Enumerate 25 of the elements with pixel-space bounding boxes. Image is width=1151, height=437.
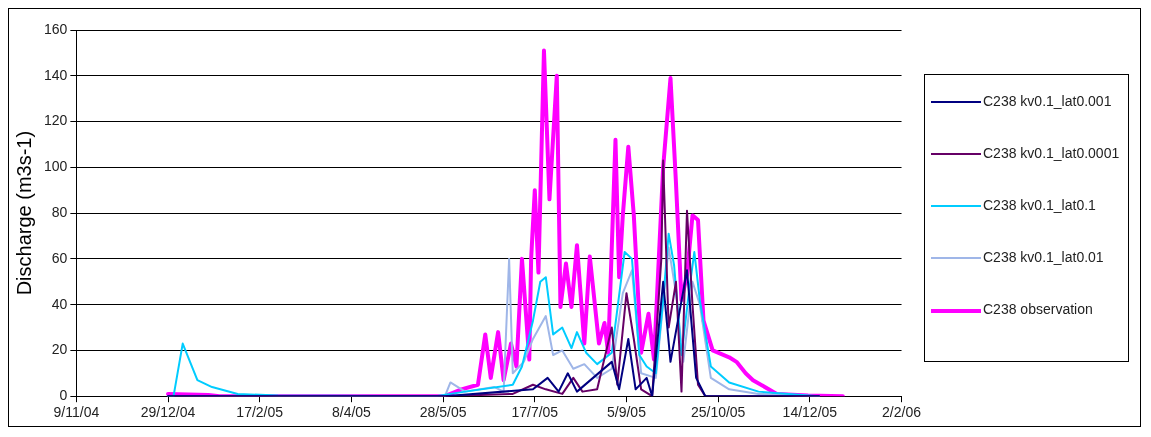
x-tick-label: 5/9/05 (607, 404, 647, 421)
legend-label: C238 kv0.1_lat0.01 (983, 248, 1104, 266)
y-tick-label: 20 (51, 341, 68, 358)
y-tick-label: 40 (51, 295, 68, 312)
legend-label: C238 kv0.1_lat0.0001 (983, 144, 1120, 162)
x-tick-label: 14/12/05 (782, 404, 838, 421)
x-tick-label: 29/12/04 (140, 404, 196, 421)
y-tick-label: 0 (59, 387, 68, 404)
x-tick-label: 2/2/06 (882, 404, 922, 421)
y-tick-label: 120 (44, 112, 68, 129)
y-tick-label: 140 (44, 66, 68, 83)
x-tick-label: 8/4/05 (331, 404, 372, 421)
y-tick-label: 160 (44, 20, 68, 37)
legend-label: C238 observation (983, 300, 1093, 318)
y-tick-label: 60 (51, 249, 68, 266)
x-tick-label: 25/10/05 (690, 404, 746, 421)
legend-label: C238 kv0.1_lat0.001 (983, 92, 1112, 110)
x-tick-label: 28/5/05 (419, 404, 467, 421)
x-tick-label: 17/2/05 (236, 404, 284, 421)
y-axis-title: Discharge (m3s-1) (12, 130, 35, 296)
legend-label: C238 kv0.1_lat0.1 (983, 196, 1096, 214)
y-tick-label: 80 (51, 203, 68, 220)
x-tick-label: 9/11/04 (53, 404, 100, 421)
x-tick-label: 17/7/05 (511, 404, 559, 421)
y-tick-label: 100 (44, 158, 68, 175)
